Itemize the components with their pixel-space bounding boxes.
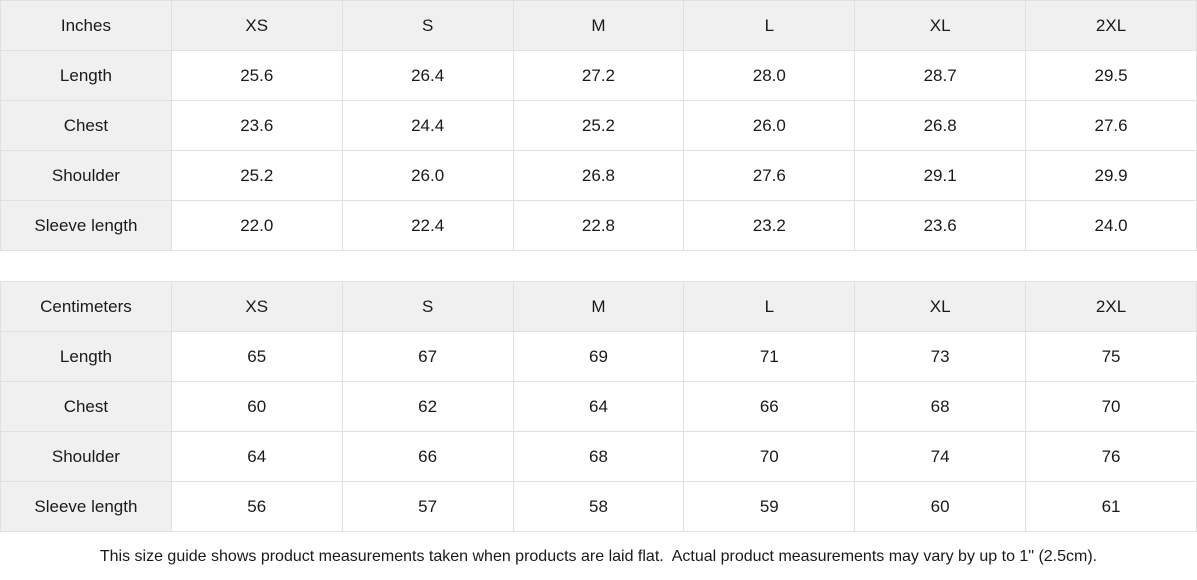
value-cell: 26.0 xyxy=(341,150,514,201)
value-cell: 68 xyxy=(512,431,685,482)
value-cell: 22.0 xyxy=(170,200,343,251)
value-cell: 57 xyxy=(341,481,514,532)
value-cell: 75 xyxy=(1025,331,1197,382)
unit-header-inches: Inches xyxy=(0,0,172,51)
row-label: Sleeve length xyxy=(0,200,172,251)
value-cell: 27.6 xyxy=(1025,100,1197,151)
value-cell: 62 xyxy=(341,381,514,432)
row-label: Length xyxy=(0,331,172,382)
value-cell: 24.4 xyxy=(341,100,514,151)
size-header-s: S xyxy=(341,281,514,332)
table-row-chest: Chest 60 62 64 66 68 70 xyxy=(0,381,1197,432)
inches-size-table: Inches XS S M L XL 2XL Length 25.6 26.4 … xyxy=(0,0,1197,251)
size-header-xl: XL xyxy=(854,281,1027,332)
value-cell: 23.2 xyxy=(683,200,856,251)
value-cell: 28.0 xyxy=(683,50,856,101)
value-cell: 29.9 xyxy=(1025,150,1197,201)
size-header-l: L xyxy=(683,0,856,51)
table-row-shoulder: Shoulder 64 66 68 70 74 76 xyxy=(0,431,1197,482)
row-label: Chest xyxy=(0,100,172,151)
value-cell: 60 xyxy=(854,481,1027,532)
value-cell: 23.6 xyxy=(170,100,343,151)
table-row-length: Length 65 67 69 71 73 75 xyxy=(0,331,1197,382)
size-header-m: M xyxy=(512,281,685,332)
value-cell: 23.6 xyxy=(854,200,1027,251)
unit-header-centimeters: Centimeters xyxy=(0,281,172,332)
size-header-xs: XS xyxy=(170,0,343,51)
table-gap xyxy=(0,251,1197,281)
row-label: Sleeve length xyxy=(0,481,172,532)
value-cell: 66 xyxy=(683,381,856,432)
table-row-length: Length 25.6 26.4 27.2 28.0 28.7 29.5 xyxy=(0,50,1197,101)
value-cell: 29.5 xyxy=(1025,50,1197,101)
value-cell: 64 xyxy=(512,381,685,432)
value-cell: 67 xyxy=(341,331,514,382)
value-cell: 76 xyxy=(1025,431,1197,482)
value-cell: 25.2 xyxy=(512,100,685,151)
value-cell: 22.4 xyxy=(341,200,514,251)
value-cell: 28.7 xyxy=(854,50,1027,101)
size-header-2xl: 2XL xyxy=(1025,0,1197,51)
value-cell: 26.0 xyxy=(683,100,856,151)
value-cell: 27.6 xyxy=(683,150,856,201)
value-cell: 71 xyxy=(683,331,856,382)
size-header-m: M xyxy=(512,0,685,51)
row-label: Length xyxy=(0,50,172,101)
value-cell: 22.8 xyxy=(512,200,685,251)
value-cell: 64 xyxy=(170,431,343,482)
table-row-sleeve-length: Sleeve length 56 57 58 59 60 61 xyxy=(0,481,1197,532)
value-cell: 70 xyxy=(1025,381,1197,432)
row-label: Chest xyxy=(0,381,172,432)
value-cell: 25.6 xyxy=(170,50,343,101)
size-guide-note: This size guide shows product measuremen… xyxy=(0,532,1197,580)
value-cell: 58 xyxy=(512,481,685,532)
value-cell: 59 xyxy=(683,481,856,532)
value-cell: 29.1 xyxy=(854,150,1027,201)
value-cell: 66 xyxy=(341,431,514,482)
size-header-xs: XS xyxy=(170,281,343,332)
value-cell: 25.2 xyxy=(170,150,343,201)
size-header-2xl: 2XL xyxy=(1025,281,1197,332)
table-row-chest: Chest 23.6 24.4 25.2 26.0 26.8 27.6 xyxy=(0,100,1197,151)
centimeters-header-row: Centimeters XS S M L XL 2XL xyxy=(0,281,1197,332)
inches-header-row: Inches XS S M L XL 2XL xyxy=(0,0,1197,51)
value-cell: 69 xyxy=(512,331,685,382)
value-cell: 61 xyxy=(1025,481,1197,532)
value-cell: 68 xyxy=(854,381,1027,432)
size-header-xl: XL xyxy=(854,0,1027,51)
value-cell: 70 xyxy=(683,431,856,482)
value-cell: 24.0 xyxy=(1025,200,1197,251)
value-cell: 74 xyxy=(854,431,1027,482)
centimeters-size-table: Centimeters XS S M L XL 2XL Length 65 67… xyxy=(0,281,1197,532)
value-cell: 26.4 xyxy=(341,50,514,101)
table-row-sleeve-length: Sleeve length 22.0 22.4 22.8 23.2 23.6 2… xyxy=(0,200,1197,251)
value-cell: 27.2 xyxy=(512,50,685,101)
value-cell: 73 xyxy=(854,331,1027,382)
value-cell: 26.8 xyxy=(512,150,685,201)
row-label: Shoulder xyxy=(0,431,172,482)
value-cell: 26.8 xyxy=(854,100,1027,151)
table-row-shoulder: Shoulder 25.2 26.0 26.8 27.6 29.1 29.9 xyxy=(0,150,1197,201)
size-header-l: L xyxy=(683,281,856,332)
value-cell: 60 xyxy=(170,381,343,432)
size-header-s: S xyxy=(341,0,514,51)
value-cell: 65 xyxy=(170,331,343,382)
row-label: Shoulder xyxy=(0,150,172,201)
value-cell: 56 xyxy=(170,481,343,532)
